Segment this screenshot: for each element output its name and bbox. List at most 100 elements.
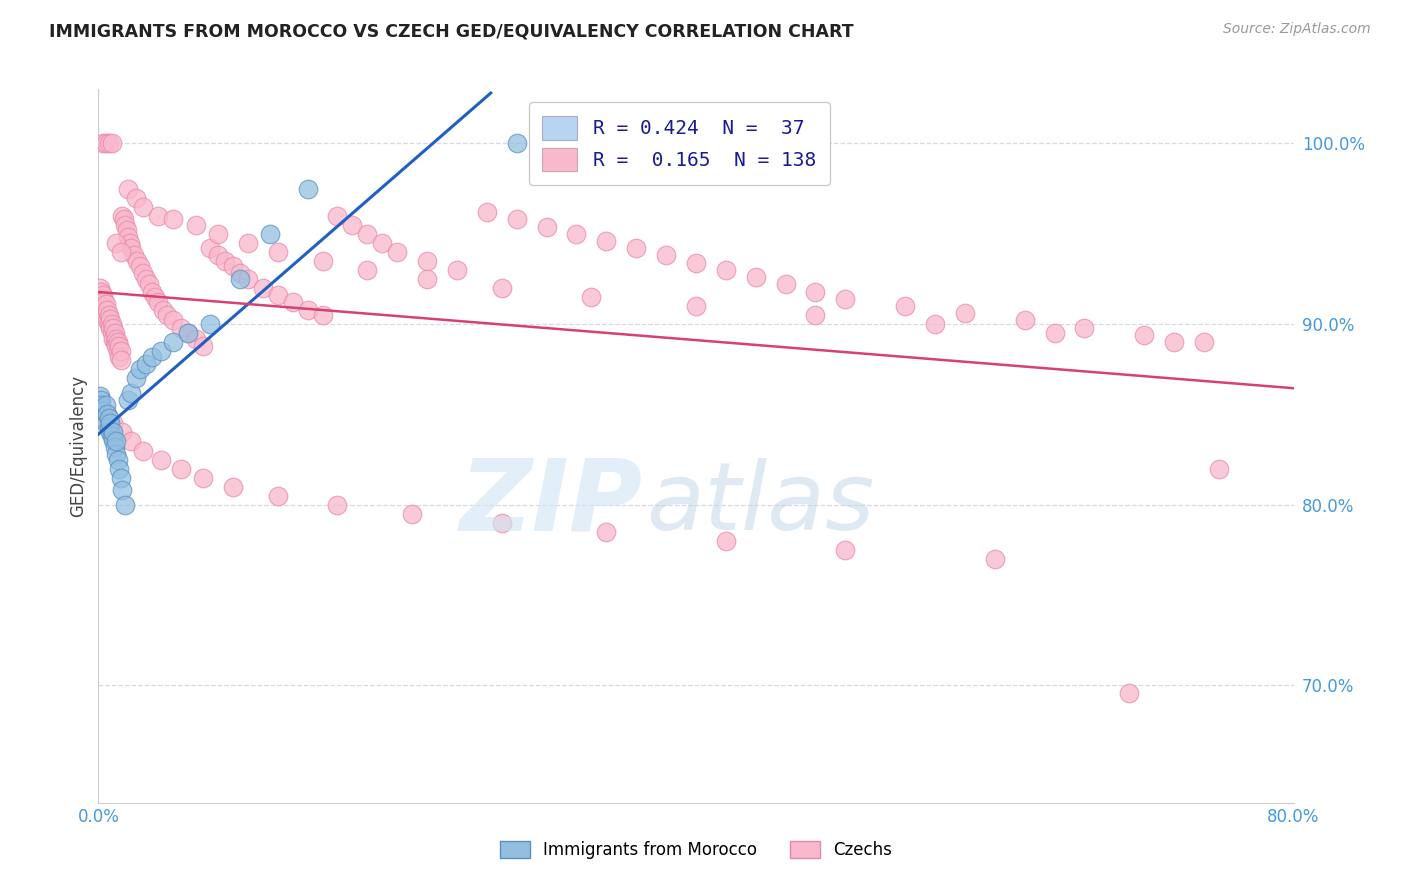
Point bbox=[89, 389, 111, 403]
Point bbox=[834, 292, 856, 306]
Point bbox=[108, 461, 131, 475]
Point bbox=[371, 235, 394, 250]
Point bbox=[91, 404, 114, 418]
Point bbox=[595, 524, 617, 539]
Point bbox=[655, 248, 678, 262]
Point bbox=[108, 339, 131, 353]
Point bbox=[685, 255, 707, 269]
Point bbox=[103, 320, 125, 334]
Point bbox=[91, 299, 114, 313]
Point bbox=[114, 498, 136, 512]
Point bbox=[184, 218, 207, 232]
Text: ZIP: ZIP bbox=[460, 455, 643, 551]
Point bbox=[93, 293, 115, 308]
Point bbox=[135, 357, 157, 371]
Point bbox=[97, 317, 120, 331]
Point bbox=[953, 306, 976, 320]
Point bbox=[184, 331, 207, 345]
Point bbox=[152, 302, 174, 317]
Point bbox=[103, 331, 125, 345]
Point bbox=[89, 290, 111, 304]
Point bbox=[96, 302, 118, 317]
Point bbox=[626, 241, 648, 255]
Point bbox=[91, 288, 114, 302]
Point bbox=[685, 299, 707, 313]
Point bbox=[89, 281, 111, 295]
Point bbox=[326, 498, 349, 512]
Point bbox=[200, 241, 222, 255]
Point bbox=[96, 408, 118, 422]
Point bbox=[162, 335, 184, 350]
Point bbox=[506, 136, 529, 151]
Point bbox=[924, 317, 946, 331]
Point bbox=[98, 425, 122, 440]
Point bbox=[135, 272, 157, 286]
Point bbox=[222, 259, 245, 273]
Point bbox=[98, 311, 122, 326]
Point bbox=[132, 267, 155, 281]
Point bbox=[297, 302, 319, 317]
Point bbox=[311, 308, 333, 322]
Point bbox=[117, 230, 139, 244]
Point bbox=[94, 136, 117, 151]
Point bbox=[156, 308, 179, 322]
Text: IMMIGRANTS FROM MOROCCO VS CZECH GED/EQUIVALENCY CORRELATION CHART: IMMIGRANTS FROM MOROCCO VS CZECH GED/EQU… bbox=[49, 22, 853, 40]
Point bbox=[177, 326, 200, 340]
Point bbox=[745, 270, 768, 285]
Point bbox=[101, 326, 124, 340]
Point bbox=[110, 344, 132, 359]
Point bbox=[297, 181, 319, 195]
Point bbox=[103, 417, 125, 431]
Point bbox=[1133, 327, 1156, 342]
Point bbox=[97, 308, 120, 322]
Point bbox=[90, 295, 112, 310]
Y-axis label: GED/Equivalency: GED/Equivalency bbox=[69, 375, 87, 517]
Point bbox=[104, 326, 127, 340]
Point bbox=[141, 350, 163, 364]
Point bbox=[259, 227, 281, 241]
Point bbox=[110, 353, 132, 368]
Point bbox=[1073, 320, 1095, 334]
Point bbox=[385, 244, 409, 259]
Point bbox=[97, 411, 120, 425]
Point bbox=[150, 344, 173, 359]
Point bbox=[107, 335, 129, 350]
Point bbox=[114, 218, 136, 232]
Point bbox=[101, 429, 124, 443]
Point bbox=[222, 480, 245, 494]
Point bbox=[129, 362, 152, 376]
Legend: Immigrants from Morocco, Czechs: Immigrants from Morocco, Czechs bbox=[494, 834, 898, 866]
Point bbox=[1163, 335, 1185, 350]
Point bbox=[148, 209, 170, 223]
Point bbox=[267, 244, 290, 259]
Point bbox=[90, 285, 112, 299]
Point bbox=[107, 452, 129, 467]
Point bbox=[120, 385, 142, 400]
Point bbox=[97, 420, 120, 434]
Point bbox=[105, 331, 128, 345]
Point bbox=[143, 290, 166, 304]
Point bbox=[105, 339, 128, 353]
Point bbox=[236, 272, 259, 286]
Point bbox=[132, 200, 155, 214]
Point bbox=[111, 209, 134, 223]
Point bbox=[200, 317, 222, 331]
Point bbox=[581, 290, 603, 304]
Point bbox=[90, 398, 112, 412]
Point bbox=[714, 263, 737, 277]
Point bbox=[401, 507, 423, 521]
Point bbox=[96, 313, 118, 327]
Point bbox=[117, 392, 139, 407]
Point bbox=[416, 253, 439, 268]
Point bbox=[129, 259, 152, 273]
Point bbox=[775, 277, 797, 292]
Point bbox=[177, 326, 200, 340]
Point bbox=[162, 313, 184, 327]
Point bbox=[104, 335, 127, 350]
Point bbox=[110, 470, 132, 484]
Point bbox=[356, 227, 378, 241]
Text: Source: ZipAtlas.com: Source: ZipAtlas.com bbox=[1223, 22, 1371, 37]
Point bbox=[1118, 685, 1140, 699]
Point bbox=[104, 440, 127, 454]
Point bbox=[124, 248, 146, 262]
